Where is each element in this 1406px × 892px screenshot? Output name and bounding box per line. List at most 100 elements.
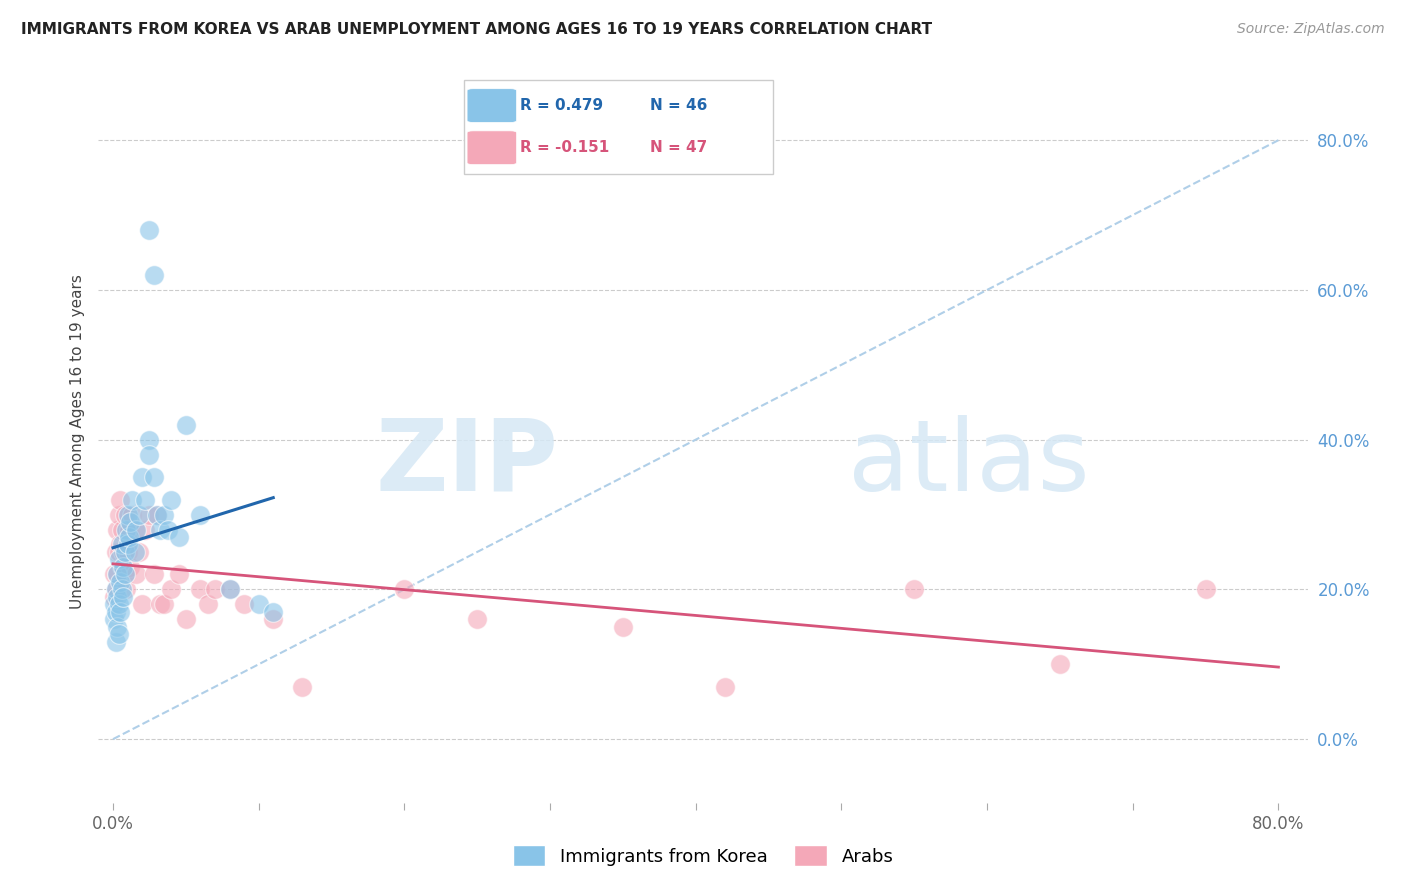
Point: [121, 492, 143, 507]
Point: [115, 582, 138, 597]
Point: [1194, 582, 1216, 597]
Point: [1049, 657, 1071, 672]
Text: ZIP: ZIP: [375, 415, 558, 512]
Point: [145, 508, 167, 522]
Point: [104, 605, 127, 619]
Point: [108, 598, 131, 612]
Point: [167, 567, 190, 582]
Point: [145, 508, 167, 522]
Point: [394, 582, 416, 597]
Point: [103, 612, 125, 626]
Point: [108, 545, 131, 559]
Text: atlas: atlas: [848, 415, 1090, 512]
Point: [128, 545, 150, 559]
Point: [142, 470, 165, 484]
Point: [218, 582, 240, 597]
Point: [108, 508, 131, 522]
Point: [138, 508, 160, 522]
Point: [104, 582, 127, 597]
Point: [131, 470, 153, 484]
Point: [121, 508, 143, 522]
Point: [110, 574, 132, 589]
Point: [142, 268, 165, 282]
Point: [103, 598, 125, 612]
Y-axis label: Unemployment Among Ages 16 to 19 years: Unemployment Among Ages 16 to 19 years: [69, 274, 84, 609]
Point: [131, 598, 153, 612]
Point: [112, 590, 135, 604]
Point: [128, 508, 150, 522]
Point: [197, 598, 219, 612]
Point: [117, 545, 139, 559]
Point: [114, 567, 136, 582]
Point: [118, 530, 141, 544]
Point: [117, 508, 139, 522]
Point: [111, 537, 134, 551]
Point: [105, 567, 128, 582]
Point: [134, 492, 156, 507]
Point: [153, 598, 176, 612]
Point: [149, 523, 172, 537]
Point: [105, 523, 128, 537]
Point: [112, 560, 135, 574]
Point: [103, 590, 125, 604]
Point: [108, 552, 131, 566]
Point: [174, 417, 197, 432]
Text: R = 0.479: R = 0.479: [520, 98, 603, 113]
Point: [104, 582, 127, 597]
Text: Source: ZipAtlas.com: Source: ZipAtlas.com: [1237, 22, 1385, 37]
Point: [149, 598, 172, 612]
Text: IMMIGRANTS FROM KOREA VS ARAB UNEMPLOYMENT AMONG AGES 16 TO 19 YEARS CORRELATION: IMMIGRANTS FROM KOREA VS ARAB UNEMPLOYME…: [21, 22, 932, 37]
Point: [103, 567, 125, 582]
Point: [138, 433, 160, 447]
Point: [118, 523, 141, 537]
Point: [110, 605, 132, 619]
Point: [153, 508, 176, 522]
Point: [112, 545, 135, 559]
Point: [204, 582, 226, 597]
Point: [124, 545, 146, 559]
Point: [110, 537, 132, 551]
FancyBboxPatch shape: [464, 80, 773, 174]
Point: [218, 582, 240, 597]
Point: [110, 492, 132, 507]
Point: [125, 567, 148, 582]
Point: [233, 598, 256, 612]
Point: [160, 492, 183, 507]
FancyBboxPatch shape: [467, 88, 516, 122]
Point: [115, 523, 138, 537]
Point: [174, 612, 197, 626]
Point: [111, 560, 134, 574]
Point: [262, 612, 284, 626]
Point: [138, 448, 160, 462]
Point: [134, 523, 156, 537]
Point: [124, 523, 146, 537]
Point: [142, 567, 165, 582]
Point: [160, 582, 183, 597]
Point: [167, 530, 190, 544]
Point: [120, 560, 142, 574]
Point: [157, 523, 180, 537]
Point: [262, 605, 284, 619]
Point: [117, 537, 139, 551]
Text: N = 47: N = 47: [650, 140, 707, 155]
Point: [104, 635, 127, 649]
Point: [120, 515, 142, 529]
Point: [903, 582, 925, 597]
Point: [465, 612, 488, 626]
Point: [114, 567, 136, 582]
Point: [105, 620, 128, 634]
Point: [125, 523, 148, 537]
FancyBboxPatch shape: [467, 131, 516, 164]
Point: [105, 590, 128, 604]
Point: [190, 582, 212, 597]
Point: [291, 680, 314, 694]
Point: [247, 598, 270, 612]
Point: [108, 627, 131, 641]
Legend: Immigrants from Korea, Arabs: Immigrants from Korea, Arabs: [506, 838, 900, 873]
Text: R = -0.151: R = -0.151: [520, 140, 609, 155]
Point: [138, 223, 160, 237]
Point: [114, 545, 136, 559]
Point: [104, 545, 127, 559]
Point: [111, 582, 134, 597]
Point: [111, 523, 134, 537]
